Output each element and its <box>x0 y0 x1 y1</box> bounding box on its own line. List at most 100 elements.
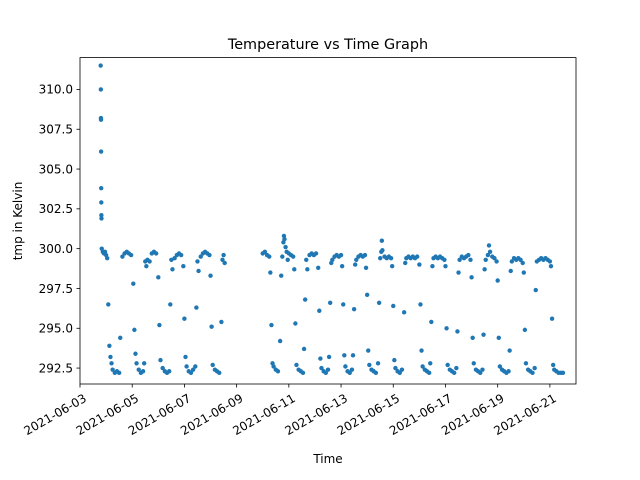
data-point <box>532 365 537 371</box>
data-point <box>478 370 483 376</box>
data-point <box>282 236 287 242</box>
data-point <box>190 367 196 372</box>
data-point <box>486 243 492 248</box>
data-point <box>560 370 566 376</box>
data-point <box>292 267 297 272</box>
data-point <box>196 268 201 274</box>
data-point <box>267 254 272 259</box>
data-point <box>419 348 424 353</box>
data-point <box>262 249 268 255</box>
data-point <box>131 281 136 286</box>
data-point <box>134 361 139 366</box>
y-tick-label: 297.5 <box>39 282 73 296</box>
data-point <box>469 275 474 280</box>
data-point <box>341 302 346 307</box>
data-point <box>169 257 174 263</box>
data-point <box>116 370 122 376</box>
data-point <box>508 268 513 274</box>
data-point <box>217 370 222 376</box>
data-point <box>430 263 435 269</box>
data-point <box>351 306 357 312</box>
data-point <box>495 278 500 283</box>
data-point <box>319 365 324 371</box>
data-point <box>403 260 408 266</box>
data-point <box>157 322 162 328</box>
data-point <box>388 256 394 261</box>
data-point <box>444 326 449 331</box>
data-points <box>98 63 566 376</box>
data-point <box>456 270 461 275</box>
data-point <box>393 365 398 371</box>
data-point <box>518 257 523 263</box>
y-tick-label: 307.5 <box>39 123 73 137</box>
data-point <box>221 252 226 258</box>
data-point <box>533 287 538 293</box>
data-point <box>487 249 493 255</box>
data-point <box>132 327 137 333</box>
chart-title: Temperature vs Time Graph <box>227 37 428 53</box>
data-point <box>338 252 344 258</box>
data-point <box>521 270 526 275</box>
data-point <box>375 361 381 366</box>
data-point <box>391 303 396 309</box>
y-tick-label: 305.0 <box>39 162 73 176</box>
data-point <box>443 263 448 269</box>
data-point <box>481 332 486 337</box>
data-point <box>339 263 345 269</box>
data-point <box>417 262 422 267</box>
data-point <box>207 252 212 258</box>
data-point <box>304 257 309 263</box>
data-point <box>290 254 296 259</box>
data-point <box>392 357 397 363</box>
data-point <box>325 367 331 372</box>
data-point <box>222 260 227 266</box>
data-point <box>342 353 347 358</box>
data-point <box>198 254 203 259</box>
data-point <box>220 257 225 263</box>
data-point <box>316 265 321 270</box>
data-point <box>318 356 323 361</box>
data-point <box>136 367 141 372</box>
data-point <box>455 329 460 334</box>
data-point <box>99 216 104 221</box>
data-point <box>300 370 306 376</box>
data-point <box>380 248 385 253</box>
y-tick-label: 300.0 <box>39 242 73 256</box>
data-point <box>550 362 556 368</box>
plot-frame <box>79 57 577 385</box>
data-point <box>549 316 555 321</box>
data-point <box>373 370 379 376</box>
data-point <box>522 327 528 333</box>
data-point <box>98 117 104 122</box>
data-point <box>219 319 224 325</box>
data-point <box>181 263 186 269</box>
data-point <box>280 254 285 259</box>
data-point <box>110 367 115 372</box>
data-point <box>350 353 356 358</box>
data-point <box>352 262 358 267</box>
data-point <box>140 369 146 374</box>
data-point <box>158 357 163 363</box>
data-point <box>327 300 333 305</box>
data-point <box>301 346 307 352</box>
data-point <box>275 369 281 374</box>
data-point <box>429 319 434 325</box>
data-point <box>480 367 485 372</box>
data-point <box>354 257 359 263</box>
data-point <box>366 348 371 353</box>
data-point <box>509 259 515 264</box>
data-point <box>166 369 172 374</box>
data-point <box>323 370 329 376</box>
data-point <box>364 292 370 298</box>
data-point <box>367 362 372 368</box>
data-point <box>168 302 173 307</box>
data-point <box>141 361 147 366</box>
data-point <box>530 370 535 376</box>
data-point <box>506 369 511 374</box>
data-point <box>442 257 447 263</box>
data-point <box>147 259 152 264</box>
data-point <box>104 256 110 261</box>
data-point <box>99 185 104 191</box>
data-point <box>144 263 149 269</box>
